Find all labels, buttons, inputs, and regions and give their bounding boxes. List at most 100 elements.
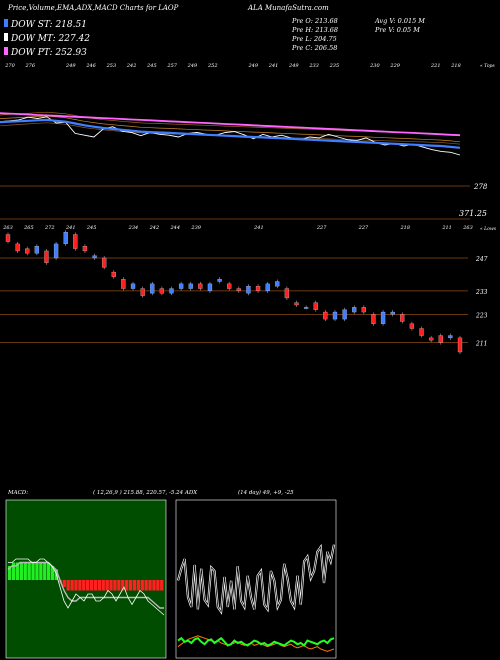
candle	[438, 335, 443, 343]
top-label: 233	[308, 63, 319, 69]
y-tick-label: 233	[475, 289, 488, 296]
macd-histogram-bar	[35, 562, 39, 580]
candle	[332, 311, 338, 320]
legend-st: DOW ST: 218.51	[4, 19, 87, 30]
lows-axis-label: « Lows	[480, 226, 497, 232]
y-tick-label: 247	[475, 256, 488, 263]
adx-marks	[176, 543, 336, 652]
macd-histogram-bar	[47, 562, 51, 580]
candle	[294, 302, 299, 306]
candle	[92, 255, 97, 259]
macd-histogram-bar	[62, 580, 66, 587]
series-line-dow-pt	[0, 112, 461, 137]
macd-histogram-bar	[148, 580, 152, 591]
candle	[140, 288, 145, 296]
candle	[150, 283, 155, 294]
candle	[246, 286, 251, 294]
low-label: 218	[399, 225, 410, 231]
candle	[323, 311, 328, 320]
macd-line	[8, 558, 165, 616]
candle	[102, 257, 107, 268]
macd-histogram-bar	[93, 580, 98, 591]
low-label: 239	[190, 225, 201, 231]
macd-panel	[5, 499, 167, 659]
tops-axis-label: « Tops	[480, 63, 495, 69]
candle	[73, 234, 78, 249]
candle	[217, 278, 222, 282]
candle-gridlines: 247 233 223 211	[0, 256, 488, 348]
macd-histogram-bar	[128, 580, 133, 591]
legend-pt: DOW PT: 252.93	[4, 47, 87, 58]
macd-histogram-bar	[156, 580, 160, 591]
candle	[371, 314, 376, 324]
candle	[448, 335, 453, 339]
low-label: 242	[149, 225, 160, 231]
legend-st-text: DOW ST: 218.51	[11, 20, 87, 30]
macd-histogram-bar	[113, 580, 117, 591]
candle	[303, 307, 309, 309]
low-label: 241	[253, 225, 264, 231]
last-value-label: 371.25	[459, 209, 487, 218]
pre-volume: Pre V: 0.05 M	[375, 26, 420, 34]
candle	[82, 246, 88, 252]
candle	[227, 283, 232, 289]
low-label: 263	[462, 225, 473, 231]
tops-labels: 270 276 249 246 253 242 245 257 249 252 249 241 249 2…	[4, 63, 461, 69]
macd-histogram-bar	[43, 562, 47, 580]
top-label: 235	[329, 63, 340, 69]
candle	[236, 288, 241, 292]
candle	[409, 323, 415, 329]
adx-panel	[175, 499, 337, 659]
candle	[63, 231, 68, 245]
macd-histogram-bar	[140, 580, 144, 591]
macd-histogram-bar	[117, 580, 121, 591]
pre-high: Pre H: 213.68	[292, 26, 339, 34]
candle	[284, 288, 290, 299]
series-line-dow-st	[0, 118, 461, 149]
chart-title: Price,Volume,EMA,ADX,MACD Charts for LAO…	[8, 4, 179, 12]
candle	[313, 302, 318, 310]
candle	[5, 234, 11, 242]
top-label: 230	[369, 63, 380, 69]
low-label: 265	[23, 225, 34, 231]
low-label: 244	[169, 225, 180, 231]
top-label: 246	[85, 63, 96, 69]
candle	[25, 248, 30, 254]
candle	[457, 337, 463, 353]
macd-histogram-bar	[58, 580, 62, 584]
macd-histogram-bar	[125, 580, 129, 591]
candle	[255, 286, 261, 292]
candle	[265, 283, 270, 292]
macd-histogram-bar	[70, 580, 74, 591]
macd-histogram-bar	[144, 580, 148, 591]
macd-histogram-bar	[136, 580, 140, 591]
macd-histogram-bar	[8, 566, 12, 580]
macd-signal-line	[7, 561, 164, 609]
site-name: ALA MunafaSutra.com	[248, 4, 329, 12]
pre-low: Pre L: 204.75	[292, 35, 337, 43]
candle	[342, 309, 347, 320]
adx-line-outer	[176, 543, 336, 615]
low-label: 263	[2, 225, 13, 231]
adx-params: (14 day) 49, +9, -25	[238, 490, 294, 496]
candle	[188, 283, 193, 289]
macd-histogram-bar	[89, 580, 94, 591]
macd-histogram-bar	[86, 580, 90, 591]
series-line-dow-mt	[0, 116, 461, 156]
pre-open: Pre O: 213.68	[292, 17, 338, 25]
average-line	[0, 115, 461, 143]
macd-histogram-bar	[39, 562, 43, 580]
macd-title: MACD:	[8, 490, 29, 496]
candle	[400, 314, 405, 322]
top-label: 257	[166, 63, 177, 69]
plus-di-line	[177, 636, 335, 647]
candle	[361, 307, 366, 313]
macd-histogram-bar	[105, 580, 109, 591]
candle	[53, 243, 59, 259]
top-label: 276	[24, 63, 35, 69]
top-label: 241	[268, 63, 279, 69]
top-label: 270	[4, 63, 15, 69]
macd-histogram-bar	[152, 580, 156, 591]
candle	[159, 288, 165, 294]
